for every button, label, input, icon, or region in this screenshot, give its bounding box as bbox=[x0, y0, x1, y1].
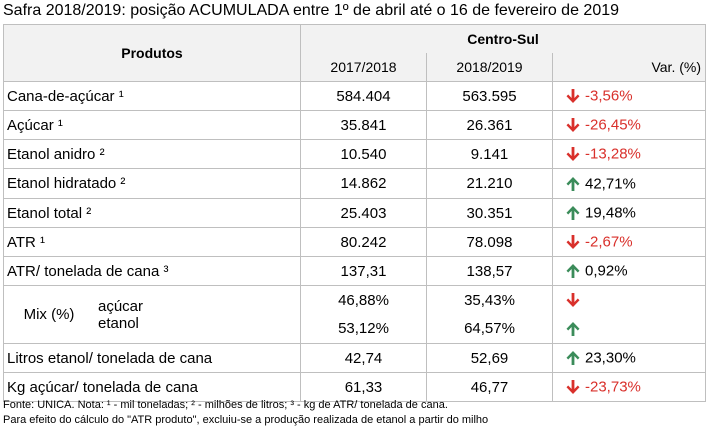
var-value: -2,67% bbox=[585, 233, 633, 251]
arrow-up-icon bbox=[566, 264, 580, 278]
var-value: -26,45% bbox=[585, 116, 641, 134]
header-var: Var. (%) bbox=[552, 52, 706, 82]
arrow-down-icon bbox=[566, 235, 580, 249]
value-2018-2019: 9.141 bbox=[426, 139, 553, 169]
table-row: Etanol total ² 25.403 30.351 19,48% bbox=[3, 198, 706, 228]
value-2017-2018: 42,74 bbox=[300, 343, 427, 373]
value-2018-2019: 138,57 bbox=[426, 256, 553, 286]
header-2017-2018: 2017/2018 bbox=[300, 52, 427, 82]
var-value: 23,30% bbox=[585, 349, 636, 367]
value-2018-2019: 64,57% bbox=[426, 314, 553, 344]
arrow-down-icon bbox=[566, 147, 580, 161]
var-cell bbox=[552, 314, 706, 344]
arrow-down-icon bbox=[566, 89, 580, 103]
var-cell: 42,71% bbox=[552, 168, 706, 199]
var-cell bbox=[552, 285, 706, 315]
arrow-up-icon bbox=[566, 176, 580, 191]
row-label: ATR/ tonelada de cana ³ bbox=[3, 256, 301, 286]
header-region: Centro-Sul bbox=[300, 24, 706, 53]
table-row: Kg açúcar/ tonelada de cana 61,33 46,77 -23… bbox=[3, 372, 706, 402]
value-2017-2018: 35.841 bbox=[300, 110, 427, 140]
table-row: Açúcar ¹ 35.841 26.361 -26,45% bbox=[3, 110, 706, 140]
footnote-line-1: Fonte: UNICA. Nota: ¹ - mil toneladas; ²… bbox=[3, 399, 448, 411]
sugarcane-harvest-table: Produtos Centro-Sul 2017/2018 2018/2019 … bbox=[3, 24, 706, 402]
mix-label: Mix (%) bbox=[23, 306, 75, 323]
var-value: -23,73% bbox=[585, 378, 641, 396]
value-2017-2018: 25.403 bbox=[300, 198, 427, 228]
header-produtos: Produtos bbox=[3, 24, 301, 82]
var-cell: -26,45% bbox=[552, 110, 706, 140]
arrow-down-icon bbox=[566, 293, 580, 308]
arrow-down-icon bbox=[566, 118, 580, 132]
header-2018-2019: 2018/2019 bbox=[426, 52, 553, 82]
var-cell: -23,73% bbox=[552, 372, 706, 402]
var-cell: 23,30% bbox=[552, 343, 706, 373]
mix-sub-label: açúcar bbox=[98, 297, 144, 315]
value-2018-2019: 26.361 bbox=[426, 110, 553, 140]
var-value: -3,56% bbox=[585, 87, 633, 105]
value-2017-2018: 80.242 bbox=[300, 227, 427, 257]
table-title: Safra 2018/2019: posição ACUMULADA entre… bbox=[3, 2, 620, 19]
var-value: 19,48% bbox=[585, 204, 636, 222]
value-2017-2018: 14.862 bbox=[300, 168, 427, 199]
var-value: 0,92% bbox=[585, 262, 628, 280]
table-row: Etanol hidratado ² 14.862 21.210 42,71% bbox=[3, 168, 706, 199]
var-cell: 19,48% bbox=[552, 198, 706, 228]
row-label: Cana-de-açúcar ¹ bbox=[3, 81, 301, 111]
value-2017-2018: 10.540 bbox=[300, 139, 427, 169]
row-label: Etanol total ² bbox=[3, 198, 301, 228]
mix-cell: Mix (%) açúcar etanol bbox=[3, 285, 301, 344]
value-2018-2019: 563.595 bbox=[426, 81, 553, 111]
var-cell: -2,67% bbox=[552, 227, 706, 257]
row-label: Etanol anidro ² bbox=[3, 139, 301, 169]
mix-row: Mix (%) açúcar etanol 46,88% 35,43% bbox=[3, 285, 706, 344]
value-2017-2018: 137,31 bbox=[300, 256, 427, 286]
table-row: ATR ¹ 80.242 78.098 -2,67% bbox=[3, 227, 706, 257]
arrow-up-icon bbox=[566, 351, 580, 365]
mix-sub-label: etanol bbox=[98, 314, 139, 332]
table-row: Etanol anidro ² 10.540 9.141 -13,28% bbox=[3, 139, 706, 169]
table-row: Litros etanol/ tonelada de cana 42,74 52,6… bbox=[3, 343, 706, 373]
footnote-line-2: Para efeito do cálculo do "ATR produto",… bbox=[3, 414, 489, 426]
table-row: ATR/ tonelada de cana ³ 137,31 138,57 0,92% bbox=[3, 256, 706, 286]
row-label: Kg açúcar/ tonelada de cana bbox=[3, 372, 301, 402]
arrow-up-icon bbox=[566, 321, 580, 336]
value-2018-2019: 78.098 bbox=[426, 227, 553, 257]
row-label: Etanol hidratado ² bbox=[3, 168, 301, 199]
value-2018-2019: 52,69 bbox=[426, 343, 553, 373]
arrow-up-icon bbox=[566, 206, 580, 220]
row-label: ATR ¹ bbox=[3, 227, 301, 257]
value-2017-2018: 46,88% bbox=[300, 285, 427, 315]
table-row: Cana-de-açúcar ¹ 584.404 563.595 -3,56% bbox=[3, 81, 706, 111]
arrow-down-icon bbox=[566, 380, 580, 394]
footnote: Fonte: UNICA. Nota: ¹ - mil toneladas; ²… bbox=[3, 398, 488, 428]
var-cell: -13,28% bbox=[552, 139, 706, 169]
var-cell: 0,92% bbox=[552, 256, 706, 286]
mix-row: 53,12% 64,57% bbox=[4, 314, 706, 344]
value-2018-2019: 35,43% bbox=[426, 285, 553, 315]
var-value: 42,71% bbox=[585, 175, 636, 192]
row-label: Açúcar ¹ bbox=[3, 110, 301, 140]
var-value: -13,28% bbox=[585, 145, 641, 163]
row-label: Litros etanol/ tonelada de cana bbox=[3, 343, 301, 373]
value-2017-2018: 53,12% bbox=[300, 314, 427, 344]
value-2017-2018: 584.404 bbox=[300, 81, 427, 111]
value-2018-2019: 21.210 bbox=[426, 168, 553, 199]
var-cell: -3,56% bbox=[552, 81, 706, 111]
value-2018-2019: 30.351 bbox=[426, 198, 553, 228]
